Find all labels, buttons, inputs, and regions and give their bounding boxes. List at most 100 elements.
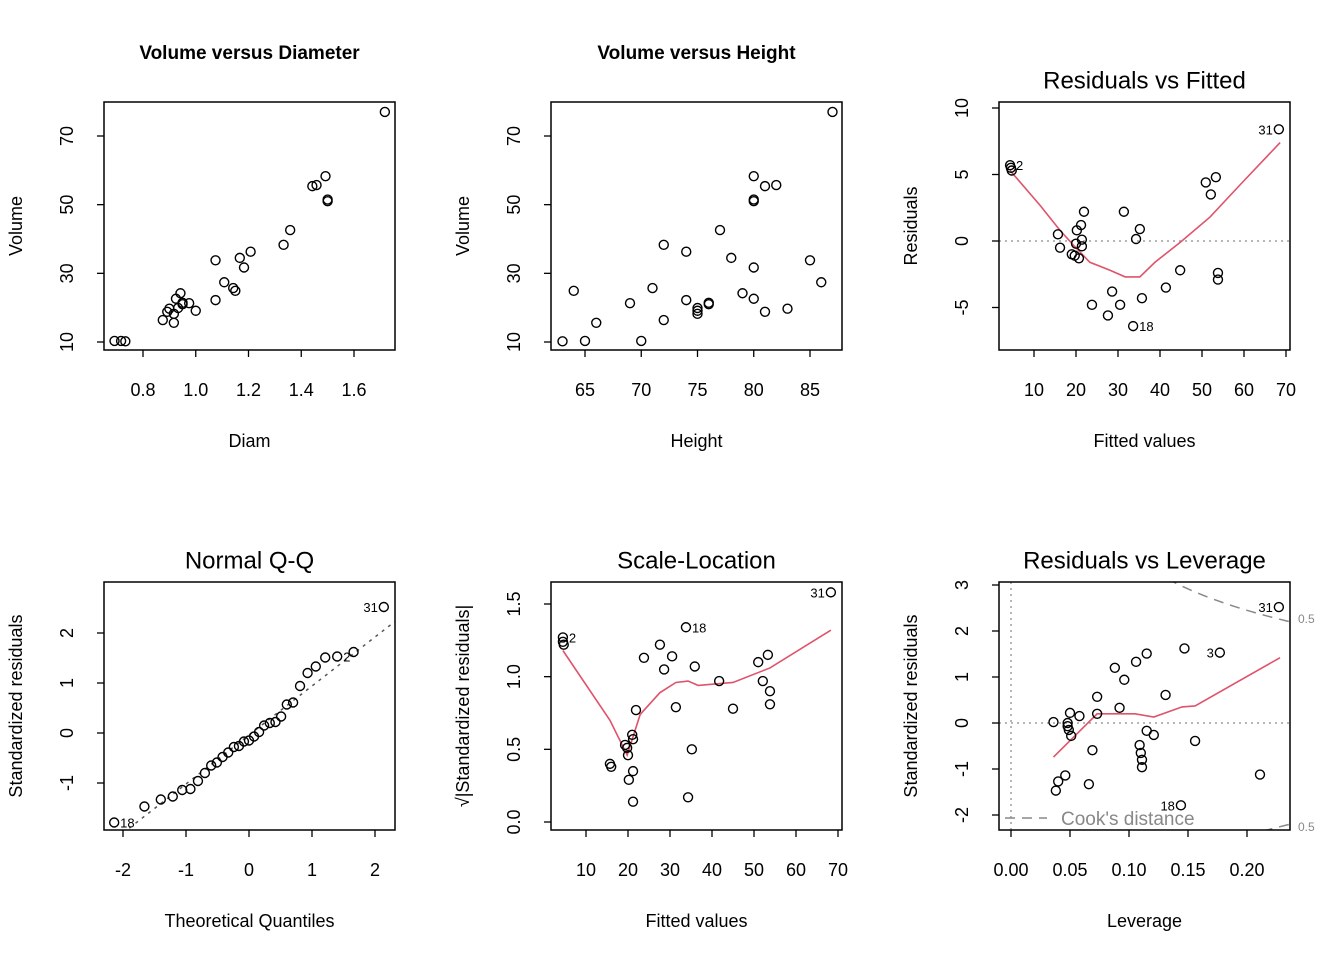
data-point: [234, 252, 245, 264]
data-point: [568, 285, 579, 297]
plot-area: [999, 582, 1290, 830]
x-tick-label: 10: [576, 860, 596, 880]
data-point: [1076, 241, 1088, 252]
x-tick-label: 75: [687, 380, 707, 400]
x-tick-label: 1.4: [289, 380, 314, 400]
y-axis-title: √|Standardized residuals|: [453, 605, 473, 807]
data-point: [1109, 662, 1121, 673]
panel-title: Residuals vs Fitted: [1043, 67, 1246, 94]
x-tick-label: 70: [828, 860, 848, 880]
data-point: [748, 196, 759, 207]
x-tick-label: 80: [744, 380, 764, 400]
x-axis-title: Height: [670, 431, 722, 451]
y-axis-title: Volume: [453, 196, 473, 256]
plot-box: [550, 581, 843, 831]
x-tick-label: 20: [618, 860, 638, 880]
x-tick-label: 0.10: [1111, 860, 1146, 880]
data-point: [1130, 233, 1142, 245]
data-point: [1087, 744, 1098, 756]
x-tick-label: 0: [244, 860, 254, 880]
smooth-line: [1052, 656, 1281, 758]
data-point: [228, 741, 240, 753]
cooks-level-label: 0.5: [1298, 612, 1315, 626]
data-point: [322, 196, 333, 207]
data-point: [727, 703, 739, 714]
data-point: [1136, 754, 1148, 765]
y-tick-label: 0.0: [504, 809, 524, 834]
y-tick-label: 3: [952, 580, 972, 590]
data-point: [1106, 286, 1118, 297]
y-tick-label: 10: [952, 98, 972, 118]
data-point: [185, 783, 196, 795]
point-label: 3: [1207, 646, 1214, 661]
x-tick-label: 1.2: [236, 380, 261, 400]
data-point: [1136, 292, 1148, 304]
data-point: [1118, 206, 1130, 217]
x-tick-label: 30: [660, 860, 680, 880]
data-point: [757, 675, 769, 687]
x-tick-label: 0.15: [1170, 860, 1205, 880]
panel-title: Volume versus Height: [597, 43, 796, 64]
data-point: [378, 601, 390, 613]
data-point: [205, 760, 217, 771]
y-tick-label: -1: [57, 775, 77, 791]
data-point: [627, 796, 639, 807]
y-tick-label: -2: [952, 807, 972, 823]
plot-box: [103, 581, 396, 831]
panel-title: Residuals vs Leverage: [1023, 547, 1266, 574]
y-tick-label: 2: [57, 628, 77, 638]
data-point: [762, 649, 774, 661]
data-point: [1273, 124, 1285, 135]
data-point: [670, 701, 682, 713]
data-point: [764, 686, 776, 697]
data-point: [302, 667, 313, 679]
data-point: [630, 704, 642, 716]
y-tick-label: 0: [952, 236, 972, 246]
data-point: [1114, 299, 1126, 311]
y-tick-label: 10: [57, 332, 77, 352]
plot-box: [998, 101, 1291, 351]
y-tick-label: 10: [504, 332, 524, 352]
data-point: [294, 680, 306, 692]
data-point: [1086, 299, 1098, 311]
panel-title: Normal Q-Q: [185, 547, 314, 574]
y-tick-label: 5: [952, 169, 972, 179]
data-point: [1102, 310, 1114, 321]
data-point: [275, 711, 287, 722]
plot-area: [999, 142, 1290, 278]
data-point: [748, 170, 759, 182]
x-tick-label: 60: [1234, 380, 1254, 400]
data-point: [1254, 769, 1266, 780]
data-point: [210, 255, 221, 266]
panel-5: Scale-Location 2 31 18 10 20 30 40 50 60 70 0.0 0.5 1…: [453, 547, 848, 931]
point-label: 31: [810, 585, 824, 600]
x-tick-label: -2: [115, 860, 131, 880]
data-point: [183, 298, 195, 309]
data-point: [1212, 267, 1224, 279]
data-point: [245, 246, 256, 257]
data-point: [753, 656, 764, 668]
x-axis-title: Diam: [228, 431, 270, 451]
data-point: [1127, 320, 1139, 332]
data-point: [1214, 647, 1226, 658]
data-point: [748, 293, 759, 304]
data-point: [238, 736, 250, 747]
data-point: [1075, 219, 1087, 231]
data-point: [332, 651, 343, 662]
data-point: [622, 749, 634, 761]
data-point: [238, 262, 250, 273]
data-point: [1210, 171, 1222, 183]
data-point: [692, 308, 703, 320]
data-point: [199, 767, 211, 779]
data-point: [1130, 656, 1142, 668]
data-point: [624, 298, 636, 309]
data-point: [816, 277, 827, 288]
data-point: [654, 639, 666, 650]
y-axis-title: Standardized residuals: [901, 614, 921, 797]
data-point: [713, 675, 725, 687]
data-point: [680, 622, 692, 633]
data-point: [1136, 761, 1148, 773]
data-point: [692, 302, 703, 314]
data-point: [228, 282, 239, 294]
data-point: [686, 744, 698, 755]
